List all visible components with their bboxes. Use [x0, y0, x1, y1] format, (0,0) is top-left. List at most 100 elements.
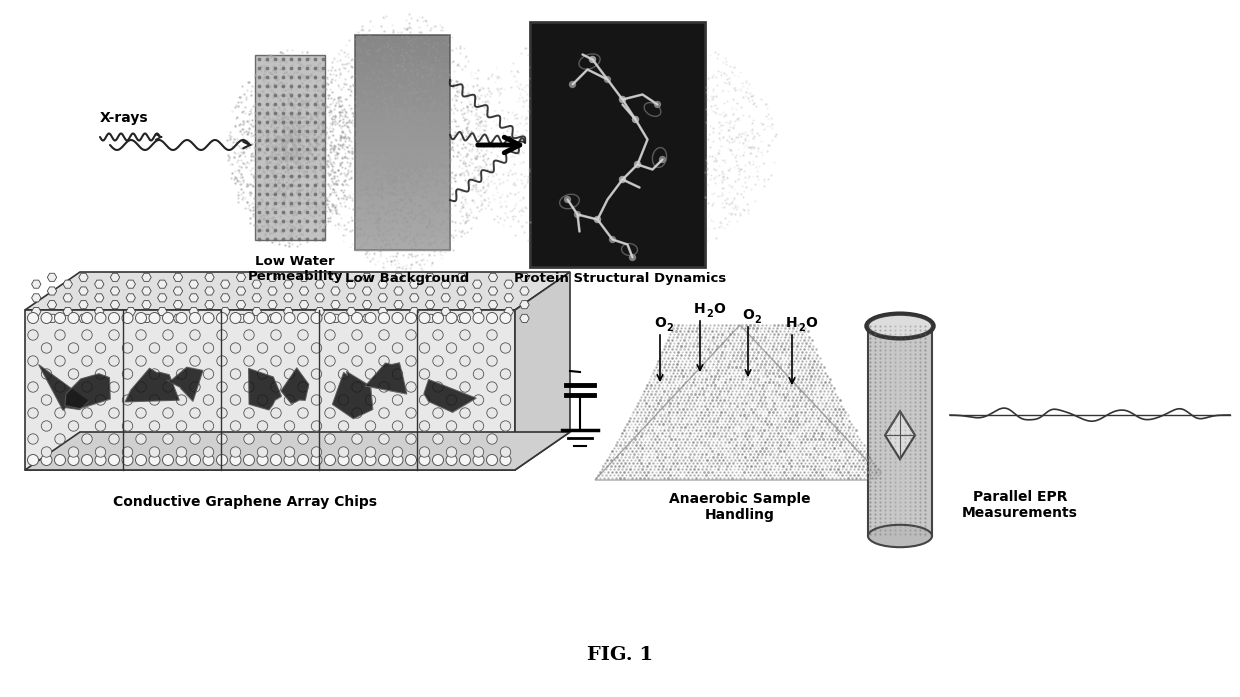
Circle shape: [82, 454, 93, 466]
Text: H: H: [694, 302, 706, 316]
Circle shape: [635, 162, 641, 167]
Circle shape: [244, 355, 254, 366]
Circle shape: [298, 434, 309, 444]
Circle shape: [284, 312, 295, 323]
Circle shape: [620, 96, 625, 102]
Circle shape: [55, 454, 66, 466]
Circle shape: [244, 330, 254, 340]
Circle shape: [325, 355, 335, 366]
Polygon shape: [188, 307, 198, 316]
Circle shape: [258, 369, 268, 379]
Circle shape: [311, 312, 322, 323]
Circle shape: [419, 312, 430, 323]
Bar: [355, 133, 450, 140]
Circle shape: [229, 312, 241, 323]
Circle shape: [405, 330, 417, 340]
Circle shape: [149, 447, 160, 457]
Circle shape: [243, 454, 254, 466]
Polygon shape: [110, 287, 120, 295]
Bar: [355, 238, 450, 245]
Circle shape: [366, 447, 376, 457]
Polygon shape: [188, 280, 198, 289]
Polygon shape: [346, 280, 356, 289]
Circle shape: [217, 454, 227, 466]
Circle shape: [655, 102, 661, 107]
Polygon shape: [362, 300, 372, 309]
Circle shape: [311, 369, 321, 379]
Circle shape: [68, 369, 78, 379]
Circle shape: [136, 382, 146, 392]
Bar: [529, 22, 706, 267]
Polygon shape: [520, 287, 529, 295]
Circle shape: [244, 382, 254, 392]
Polygon shape: [126, 294, 135, 302]
Circle shape: [339, 454, 348, 466]
Circle shape: [311, 447, 321, 457]
Circle shape: [339, 343, 348, 353]
Circle shape: [190, 408, 200, 418]
Polygon shape: [346, 294, 356, 302]
Circle shape: [162, 434, 174, 444]
Polygon shape: [472, 307, 482, 316]
Circle shape: [325, 330, 335, 340]
Bar: [355, 35, 450, 42]
Polygon shape: [94, 294, 104, 302]
Circle shape: [419, 395, 430, 405]
Circle shape: [55, 408, 66, 418]
Text: 2: 2: [754, 315, 761, 325]
Circle shape: [487, 330, 497, 340]
Circle shape: [109, 408, 119, 418]
Circle shape: [68, 395, 78, 405]
Circle shape: [123, 421, 133, 431]
Circle shape: [244, 408, 254, 418]
Polygon shape: [157, 294, 167, 302]
Bar: [355, 70, 450, 77]
Circle shape: [433, 330, 443, 340]
Circle shape: [564, 197, 570, 203]
Text: 2: 2: [666, 323, 673, 333]
Bar: [355, 63, 450, 70]
Circle shape: [135, 454, 146, 466]
Polygon shape: [441, 280, 450, 289]
Circle shape: [176, 421, 187, 431]
Circle shape: [95, 343, 105, 353]
Circle shape: [460, 355, 470, 366]
Polygon shape: [489, 300, 497, 309]
Polygon shape: [424, 379, 476, 413]
Circle shape: [460, 408, 470, 418]
Circle shape: [433, 312, 444, 323]
Circle shape: [311, 343, 321, 353]
Polygon shape: [441, 294, 450, 302]
Circle shape: [405, 382, 417, 392]
Circle shape: [109, 355, 119, 366]
Polygon shape: [505, 307, 513, 316]
Polygon shape: [188, 294, 198, 302]
Circle shape: [95, 395, 105, 405]
Circle shape: [405, 454, 417, 466]
Circle shape: [41, 395, 52, 405]
Text: O: O: [653, 316, 666, 330]
Circle shape: [487, 408, 497, 418]
Circle shape: [610, 236, 615, 243]
Polygon shape: [205, 300, 215, 309]
Circle shape: [95, 421, 105, 431]
Circle shape: [378, 434, 389, 444]
Polygon shape: [299, 273, 309, 282]
Polygon shape: [94, 307, 104, 316]
Circle shape: [446, 447, 456, 457]
Polygon shape: [394, 314, 403, 323]
Circle shape: [392, 343, 403, 353]
Circle shape: [433, 454, 444, 466]
Polygon shape: [425, 287, 435, 295]
Circle shape: [176, 312, 187, 323]
Circle shape: [55, 355, 66, 366]
Circle shape: [203, 312, 215, 323]
Polygon shape: [166, 367, 203, 401]
Polygon shape: [174, 314, 182, 323]
Circle shape: [574, 211, 580, 217]
Text: 2: 2: [706, 309, 713, 319]
Circle shape: [298, 330, 309, 340]
Bar: [355, 49, 450, 56]
Bar: [355, 210, 450, 217]
Polygon shape: [205, 314, 215, 323]
